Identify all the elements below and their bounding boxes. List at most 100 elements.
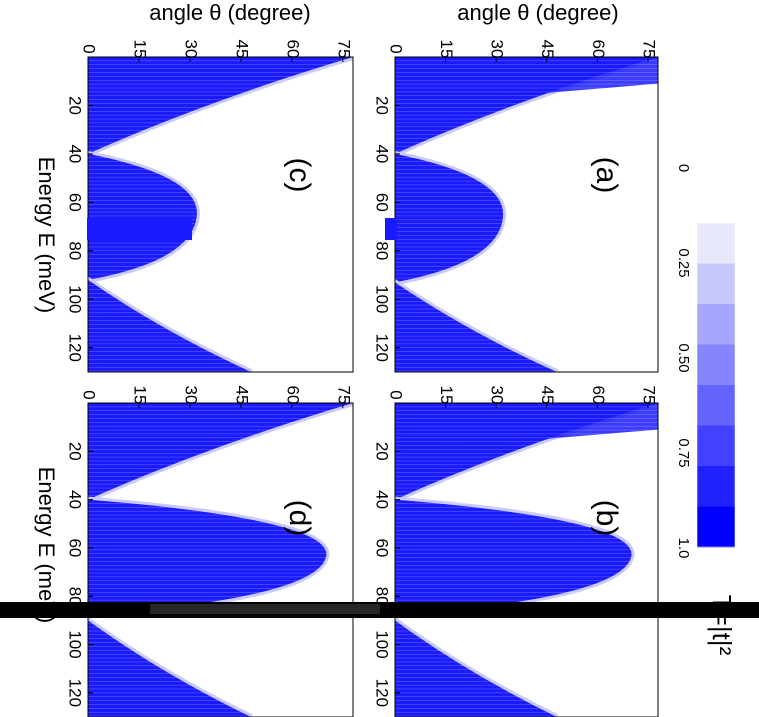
- low-energy-region: [395, 57, 658, 106]
- y-tick-label: 40: [66, 144, 85, 163]
- glitch-strip: [150, 604, 380, 614]
- x-tick-label: 0: [387, 44, 406, 53]
- panel-a: 0 15 30 45 60 75 20 40 60 80 100 120 (a) angle θ (deg…: [373, 0, 659, 373]
- panel-label: (b): [590, 500, 623, 537]
- y-tick-label: 80: [66, 241, 85, 260]
- x-tick-label: 30: [181, 40, 200, 59]
- x-tick-label: 30: [488, 386, 507, 405]
- y-tick-label: 80: [373, 241, 392, 260]
- panel-label: (d): [283, 500, 316, 537]
- plot-frame: [394, 56, 659, 373]
- panel-b: 0 15 30 45 60 75 20 40 60 80 100 120 (b): [373, 386, 659, 717]
- colorbar: 00.250.500.751.0T=|t|²: [675, 164, 737, 656]
- colorbar-level: [697, 466, 735, 507]
- colorbar-level: [697, 263, 735, 305]
- y-tick-label: 100: [66, 630, 85, 658]
- x-axis-title: angle θ (degree): [149, 0, 310, 25]
- colorbar-level: [697, 304, 735, 345]
- x-tick-label: 60: [589, 386, 608, 405]
- y-tick-label: 80: [66, 587, 85, 606]
- plot-frame: [394, 402, 659, 717]
- plot-frame: [87, 402, 354, 717]
- glitch-strip: [87, 218, 192, 240]
- x-tick-label: 45: [538, 386, 557, 405]
- x-tick-label: 15: [437, 386, 456, 405]
- panel-label: (c): [283, 158, 316, 193]
- y-tick-label: 120: [373, 334, 392, 362]
- x-tick-label: 75: [639, 40, 658, 59]
- x-tick-label: 75: [334, 40, 353, 59]
- plot-area: [88, 57, 353, 372]
- x-tick-label: 60: [589, 40, 608, 59]
- x-tick-label: 0: [80, 44, 99, 53]
- y-axis-title: Energy E (meV): [34, 157, 59, 314]
- colorbar-tick-label: 1.0: [675, 538, 692, 559]
- plot-area: [395, 403, 658, 717]
- panel-c: 0 15 30 45 60 75 20 40 60 80 100 120 (c) angle θ (deg…: [34, 0, 354, 373]
- colorbar-tick-label: 0.75: [675, 438, 692, 467]
- x-tick-label: 75: [334, 386, 353, 405]
- colorbar-level: [697, 385, 735, 426]
- x-tick-label: 15: [130, 386, 149, 405]
- transmission-band: [88, 403, 353, 500]
- transmission-band: [88, 153, 197, 280]
- colorbar-tick-label: 0.25: [675, 248, 692, 277]
- y-axis-title: Energy E (meV): [34, 467, 59, 624]
- glitch-strip: [385, 218, 397, 240]
- plot-frame: [87, 56, 354, 373]
- y-tick-label: 20: [66, 96, 85, 115]
- y-tick-label: 20: [66, 442, 85, 461]
- plot-area: [88, 403, 353, 717]
- transmission-band: [88, 620, 252, 717]
- x-tick-label: 15: [437, 40, 456, 59]
- x-tick-label: 30: [488, 40, 507, 59]
- y-tick-label: 120: [373, 679, 392, 707]
- x-tick-label: 45: [232, 40, 251, 59]
- transmission-band: [88, 57, 353, 154]
- transmission-band: [395, 620, 557, 717]
- x-tick-label: 60: [283, 40, 302, 59]
- y-tick-label: 100: [66, 285, 85, 313]
- x-axis-title: angle θ (degree): [457, 0, 618, 25]
- y-tick-label: 120: [66, 334, 85, 362]
- colorbar-level: [697, 344, 735, 386]
- x-tick-label: 0: [387, 390, 406, 399]
- colorbar-level: [697, 506, 735, 548]
- y-tick-label: 120: [66, 679, 85, 707]
- transmission-band: [395, 153, 504, 283]
- transmission-band: [395, 499, 632, 616]
- panel-d: 0 15 30 45 60 75 20 40 60 80 100 120 (d) Energy E (me…: [34, 386, 354, 717]
- y-tick-label: 20: [373, 442, 392, 461]
- x-tick-label: 0: [80, 390, 99, 399]
- y-tick-label: 20: [373, 96, 392, 115]
- x-tick-label: 15: [130, 40, 149, 59]
- colorbar-tick-label: 0.50: [675, 343, 692, 372]
- y-tick-label: 60: [66, 193, 85, 212]
- y-tick-label: 60: [373, 193, 392, 212]
- rendering-artifacts: [0, 218, 759, 618]
- glitch-strip: [0, 602, 759, 618]
- y-tick-label: 80: [373, 587, 392, 606]
- colorbar-level: [697, 425, 735, 467]
- y-tick-label: 40: [373, 490, 392, 509]
- y-tick-label: 60: [373, 538, 392, 557]
- panels: 0 15 30 45 60 75 20 40 60 80 100 120 (a) angle θ (deg…: [34, 0, 659, 717]
- y-tick-label: 100: [373, 285, 392, 313]
- y-tick-label: 40: [66, 490, 85, 509]
- colorbar-frame: [696, 222, 736, 548]
- transmission-band: [88, 279, 252, 372]
- transmission-band: [88, 499, 327, 616]
- y-tick-label: 60: [66, 538, 85, 557]
- x-tick-label: 45: [232, 386, 251, 405]
- x-tick-label: 45: [538, 40, 557, 59]
- plot-area: [395, 57, 658, 372]
- transmission-band: [395, 282, 557, 372]
- panel-label: (a): [590, 157, 623, 194]
- y-tick-label: 100: [373, 630, 392, 658]
- x-tick-label: 30: [181, 386, 200, 405]
- low-energy-region: [395, 403, 658, 452]
- x-tick-label: 60: [283, 386, 302, 405]
- x-tick-label: 75: [639, 386, 658, 405]
- colorbar-tick-label: 0: [675, 164, 692, 172]
